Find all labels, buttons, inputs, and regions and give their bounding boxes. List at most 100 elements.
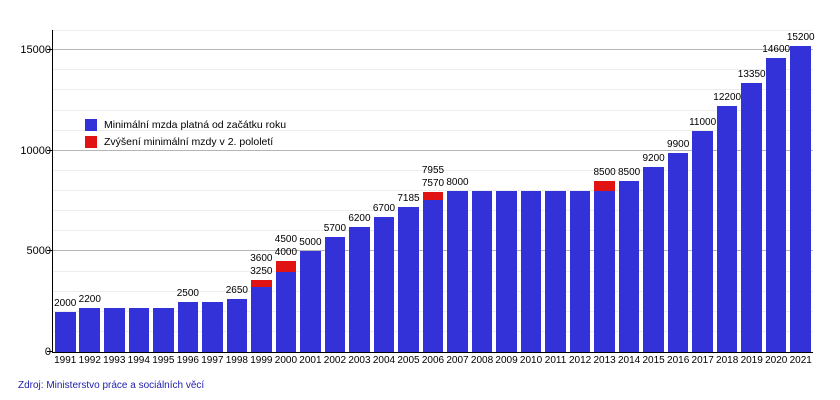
x-axis-label: 2013 [593, 355, 616, 366]
bar-2007 [447, 191, 468, 352]
x-axis-label: 2005 [397, 355, 420, 366]
bar-slot: 6200 2003 [347, 30, 372, 366]
bar-1997 [202, 301, 223, 352]
bar-slot: 5700 2002 [323, 30, 348, 366]
gridline [53, 169, 813, 171]
x-axis-label: 2004 [372, 355, 396, 366]
x-axis-label: 2008 [470, 355, 494, 366]
x-axis-label: 2011 [544, 355, 567, 366]
bar-slot: 8500 2014 [617, 30, 642, 366]
bar-2013 [594, 180, 615, 352]
y-axis-tick [47, 149, 52, 151]
x-axis-label: 1998 [225, 355, 248, 366]
bar-2005 [398, 207, 419, 352]
bar-slot: 3600 3250 1999 [249, 30, 274, 366]
bar-value-label: 7185 [397, 193, 420, 205]
bar-2012 [569, 191, 591, 352]
bar-value-label: 2200 [78, 293, 101, 305]
bar-slot: 2000 1991 [53, 30, 78, 366]
bar-2018 [716, 106, 738, 352]
bar-1991 [54, 311, 76, 352]
x-axis-label: 1991 [54, 355, 77, 366]
y-axis-label: 10000 [20, 144, 51, 157]
legend: Minimální mzda platná od začátku roku Zv… [85, 116, 286, 150]
y-axis-tick [47, 250, 52, 252]
gridline [53, 190, 813, 191]
x-axis-label: 2007 [446, 355, 469, 366]
source-note: Zdroj: Ministerstvo práce a sociálních v… [18, 380, 205, 391]
x-axis-label: 2015 [642, 355, 665, 366]
bar-slot: 1994 [127, 30, 152, 366]
bar-value-label: 15200 [786, 32, 815, 44]
x-axis-label: 2010 [519, 355, 543, 366]
x-axis-label: 2017 [691, 355, 714, 366]
bar-2003 [349, 227, 370, 352]
bar-value-label: 13350 [737, 69, 766, 81]
bar-2011 [545, 191, 566, 352]
bar-value-label: 2650 [225, 284, 248, 296]
y-axis-label: 5000 [26, 245, 51, 258]
bar-2002 [324, 237, 346, 352]
bar-value-label: 6700 [372, 203, 396, 215]
y-axis-tick [47, 49, 52, 51]
bar-2004 [373, 217, 395, 352]
x-axis-label: 1996 [176, 355, 199, 366]
bar-slot: 12200 2018 [713, 30, 742, 366]
x-axis-label: 2000 [274, 355, 298, 366]
gridline [53, 129, 813, 131]
legend-swatch-red [85, 135, 97, 148]
gridline [53, 89, 813, 91]
x-axis-label: 2014 [617, 355, 641, 366]
x-axis-label: 2018 [716, 355, 739, 366]
bar-1996 [177, 301, 199, 352]
x-axis-label: 2012 [568, 355, 592, 366]
bar-slot: 2200 1992 [78, 30, 103, 366]
y-axis-label: 15000 [20, 44, 51, 57]
bar-increase-segment [422, 191, 444, 200]
bar-2019 [741, 83, 762, 352]
bar-value-label: 5700 [323, 223, 347, 235]
bar-slot: 4500 4000 2000 [274, 30, 299, 366]
bar-1994 [128, 307, 150, 352]
bar-value-label: 8000 [446, 177, 469, 188]
legend-row-second-half-increase: Zvýšení minimální mzdy v 2. pololetí [85, 133, 286, 150]
bar-value-label: 8500 [617, 166, 641, 178]
bar-slot: 1997 [200, 30, 225, 366]
bar-slot: 5000 2001 [298, 30, 323, 366]
bar-2009 [496, 191, 517, 352]
bar-2001 [300, 251, 321, 352]
bar-slot: 6700 2004 [372, 30, 397, 366]
bar-slot: 1995 [151, 30, 176, 366]
y-axis-label: 0 [44, 346, 51, 358]
x-axis-label: 2016 [667, 355, 690, 366]
x-axis-label: 2003 [348, 355, 371, 366]
bar-slot: 8000 2007 [445, 30, 470, 366]
bar-value-label: 4500 4000 [274, 234, 298, 259]
bar-slot: 7955 7570 2006 [421, 30, 446, 366]
bar-2014 [618, 180, 640, 352]
legend-label-start-of-year: Minimální mzda platná od začátku roku [104, 118, 287, 131]
bar-1995 [153, 307, 174, 352]
x-axis-label: 1999 [250, 355, 273, 366]
bar-slot: 9200 2015 [641, 30, 666, 366]
bar-value-label: 12200 [713, 92, 742, 104]
x-axis-label: 2009 [495, 355, 518, 366]
bar-value-label: 8500 [593, 166, 616, 178]
bar-value-label: 7955 7570 [421, 164, 445, 189]
plot-area: 0 5000 10000 15000 2000 1991 2200 1992 1993 1994 1… [20, 30, 815, 366]
x-axis-label: 2020 [765, 355, 788, 366]
bar-slot: 2650 1998 [225, 30, 250, 366]
bar-1998 [226, 298, 248, 352]
bar-slot: 14600 2020 [762, 30, 790, 366]
x-axis-label: 2002 [323, 355, 347, 366]
gridline [53, 69, 813, 71]
bar-slot: 2500 1996 [176, 30, 201, 366]
x-axis-label: 1992 [78, 355, 101, 366]
bar-2008 [471, 191, 493, 352]
bar-2020 [765, 58, 787, 352]
bar-slot: 8500 2013 [592, 30, 617, 366]
bar-2015 [643, 166, 664, 352]
x-axis-label: 2001 [299, 355, 322, 366]
bar-value-label: 9200 [642, 152, 665, 164]
x-axis-label: 1993 [103, 355, 126, 366]
